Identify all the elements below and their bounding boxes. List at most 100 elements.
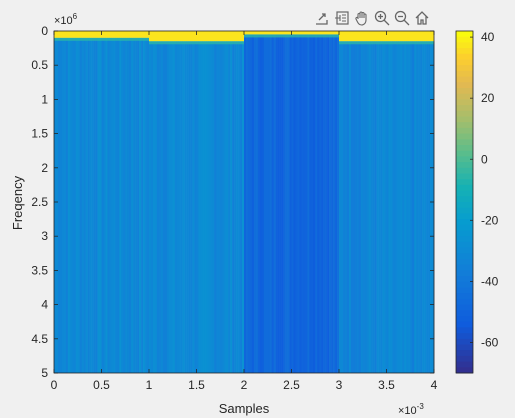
spectrogram-column [390,41,393,373]
spectrogram-column [378,41,381,373]
spectrogram-column [107,37,110,374]
colorbar-segment [456,196,473,203]
colorbar-segment [456,156,473,163]
spectrogram-column [121,37,124,374]
home-icon[interactable] [412,8,431,28]
spectrogram-column [285,34,288,374]
spectrogram-column [325,34,328,374]
x-tick-label: 1.5 [188,378,205,392]
spectrogram-column [426,41,429,373]
zoom-in-icon[interactable] [372,8,391,28]
spectrogram-column [184,41,187,373]
spectrogram-column [133,37,136,374]
x-axis-label: Samples [219,401,270,416]
colorbar-tick-label: -60 [481,335,499,349]
spectrogram-column [109,37,112,374]
spectrogram-column [91,37,94,374]
spectrogram-column [95,37,98,374]
spectrogram-column [208,41,211,373]
export-icon[interactable] [312,8,331,28]
colorbar-segment [456,59,473,66]
spectrogram-column [412,41,415,373]
spectrogram-column [147,37,150,374]
spectrogram-column [164,41,168,373]
spectrogram-column [329,34,332,374]
colorbar-tick-label: 0 [481,152,488,166]
spectrogram-column [83,37,86,374]
spectrogram-column [160,41,164,373]
spectrogram-column [59,37,63,374]
spectrogram-column [174,41,178,373]
spectrogram-column [81,37,84,374]
spectrogram-column [253,34,257,374]
spectrogram-column [323,34,326,374]
colorbar-segment [456,150,473,157]
spectrogram-column [394,41,397,373]
spectrogram-column [162,41,166,373]
spectrogram-column [99,37,102,374]
spectrogram-column [291,34,294,374]
spectrogram-column [414,41,417,373]
y-tick-label: 2 [41,161,48,175]
colorbar-segment [456,76,473,83]
colorbar-segment [456,162,473,169]
spectrogram-column [85,37,88,374]
zoom-out-icon[interactable] [392,8,411,28]
spectrogram-column [366,41,369,373]
colorbar-segment [456,287,473,294]
spectrogram-column [156,41,160,373]
colorbar-tick-label: 20 [481,91,495,105]
pan-hand-icon[interactable] [352,8,371,28]
spectrogram-column [247,34,251,374]
spectrogram-column [69,37,73,374]
colorbar-segment [456,224,473,231]
data-tips-icon[interactable] [332,8,351,28]
spectrogram-column [73,37,77,374]
spectrogram-column [204,41,207,373]
spectrogram-column [299,34,302,374]
spectrogram-column [214,41,217,373]
spectrogram-column [372,41,375,373]
spectrogram-column [141,37,144,374]
spectrogram-column [275,34,278,374]
colorbar-segment [456,213,473,220]
colorbar-segment [456,167,473,174]
spectrogram-column [54,37,57,374]
spectrogram-column [113,37,116,374]
spectrogram-column [321,34,324,374]
spectrogram-column [228,41,231,373]
spectrogram-column [192,41,195,373]
colorbar-segment [456,105,473,112]
spectrogram-column [267,34,271,374]
spectrogram-column [242,41,245,373]
colorbar-segment [456,53,473,60]
spectrogram-column [182,41,185,373]
x-tick-label: 2 [241,378,248,392]
spectrogram-column [335,34,338,374]
colorbar-segment [456,207,473,214]
spectrogram-column [79,37,83,374]
colorbar-segment [456,327,473,334]
y-tick-label: 4 [41,298,48,312]
band-edge [339,41,434,45]
colorbar-segment [456,355,473,363]
colorbar-segment [456,82,473,89]
y-tick-label: 1.5 [31,127,48,141]
colorbar-segment [456,173,473,180]
spectrogram-column [240,41,243,373]
y-tick-label: 2.5 [31,195,48,209]
y-axis-label: Freqency [10,175,25,230]
spectrogram-column [293,34,296,374]
spectrogram-column [348,41,352,373]
colorbar-segment [456,298,473,306]
colorbar-segment [456,70,473,78]
colorbar-segment [456,184,473,192]
spectrogram-column [404,41,407,373]
x-exponent-label: ×10-3 [398,402,424,417]
colorbar-segment [456,190,473,197]
x-tick-label: 1 [146,378,153,392]
y-tick-label: 0 [41,24,48,38]
colorbar-segment [456,48,473,55]
spectrogram-column [259,34,263,374]
spectrogram-column [428,41,431,373]
